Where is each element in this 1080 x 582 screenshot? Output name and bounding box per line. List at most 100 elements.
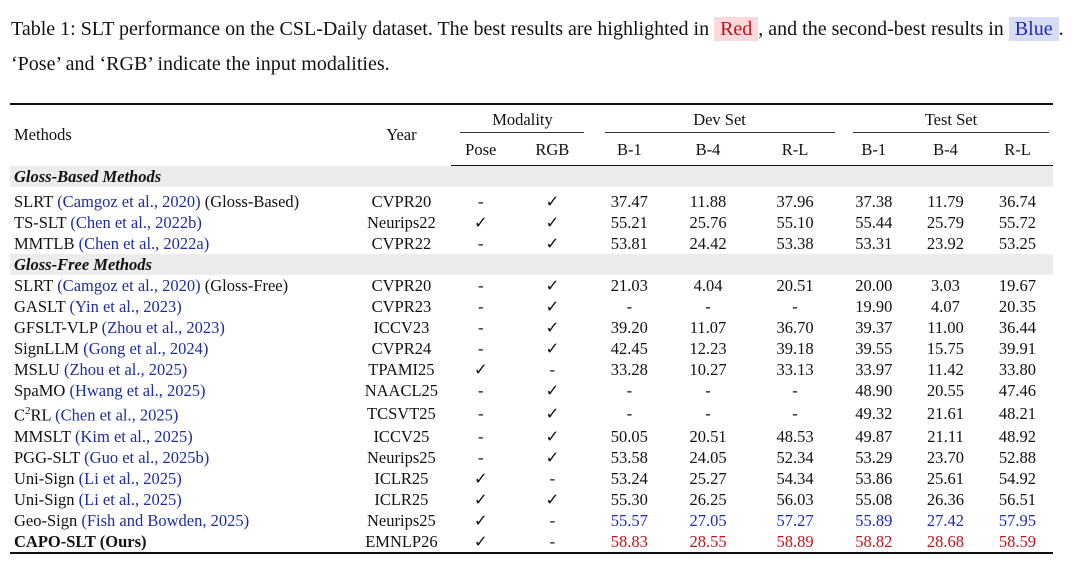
- dev-b4-cell: 24.42: [689, 234, 727, 253]
- citation-link[interactable]: (Guo et al., 2025b): [84, 447, 210, 467]
- test-b4-cell: 23.70: [926, 447, 965, 467]
- test-rl-cell: 36.44: [998, 318, 1037, 337]
- method-name: SLRT: [14, 276, 54, 295]
- method-suffix: (Gloss-Free): [204, 276, 289, 295]
- citation-link[interactable]: (Li et al., 2025): [78, 489, 182, 509]
- citation-link[interactable]: (Camgoz et al., 2020): [57, 192, 201, 211]
- dev-rl-cell: 37.96: [776, 192, 814, 211]
- pose-cell: ✓: [473, 468, 488, 488]
- dev-b1-cell: 53.24: [610, 468, 648, 488]
- test-b1-cell: 49.87: [855, 426, 893, 446]
- method-superscript: 2: [25, 405, 31, 417]
- test-b4-cell: 28.68: [908, 530, 982, 554]
- results-table: Methods Year Modality Dev Set Test Set P…: [10, 103, 1053, 554]
- method-name: GFSLT-VLP: [14, 318, 98, 337]
- section-header: Gloss-Based Methods: [10, 165, 1053, 187]
- test-rl-cell: 47.46: [998, 381, 1037, 400]
- citation-link[interactable]: (Camgoz et al., 2020): [57, 276, 201, 295]
- rgb-cell: -: [549, 510, 556, 530]
- test-b4-cell: 26.36: [926, 489, 965, 509]
- pose-cell: -: [477, 192, 484, 211]
- dev-rl-cell: 52.34: [776, 447, 814, 467]
- test-rl-cell: 39.91: [998, 339, 1037, 358]
- test-b4-cell: 21.11: [927, 426, 964, 446]
- dev-b1-cell: 50.05: [610, 426, 648, 446]
- method-name: MMSLT: [14, 426, 71, 446]
- pose-cell: -: [477, 426, 484, 446]
- table-row: SLRT (Camgoz et al., 2020) (Gloss-Free) C…: [10, 275, 1053, 296]
- citation-link[interactable]: (Fish and Bowden, 2025): [81, 510, 250, 530]
- test-rl-cell: 36.74: [998, 192, 1037, 211]
- dev-rl-cell: 57.27: [776, 510, 814, 530]
- test-b1-cell: 19.90: [855, 297, 893, 316]
- method-cell: GASLT (Yin et al., 2023): [10, 296, 352, 317]
- year-cell: Neurips25: [367, 510, 436, 530]
- table-row: SignLLM (Gong et al., 2024) CVPR24 - ✓ 42.45…: [10, 338, 1053, 359]
- rgb-cell: ✓: [545, 318, 560, 337]
- method-name: SignLLM: [14, 339, 80, 358]
- year-cell: CVPR23: [371, 297, 432, 316]
- header-methods: Methods: [10, 103, 352, 166]
- method-name: Geo-Sign: [14, 510, 78, 530]
- test-b1-cell: 33.97: [855, 360, 893, 379]
- test-b4-cell: 11.00: [927, 318, 964, 337]
- citation-link[interactable]: (Yin et al., 2023): [69, 297, 182, 316]
- caption-blue-highlight: Blue: [1008, 17, 1059, 41]
- dev-b4-cell: -: [705, 297, 711, 316]
- rgb-cell: ✓: [545, 192, 560, 211]
- table-row: MMSLT (Kim et al., 2025) ICCV25 - ✓ 50.05 20.…: [10, 426, 1053, 447]
- test-rl-cell: 52.88: [998, 447, 1037, 467]
- year-cell: ICLR25: [374, 468, 429, 488]
- citation-link[interactable]: (Hwang et al., 2025): [69, 381, 206, 400]
- table-row: GFSLT-VLP (Zhou et al., 2023) ICCV23 - ✓ 39.…: [10, 317, 1053, 338]
- citation-link[interactable]: (Chen et al., 2022b): [70, 213, 202, 232]
- table-row: C2RL (Chen et al., 2025) TCSVT25 - ✓ - - - 49.3…: [10, 401, 1053, 426]
- method-cell: MMTLB (Chen et al., 2022a): [10, 233, 352, 254]
- dev-rl-cell: 33.13: [776, 360, 814, 379]
- pose-cell: -: [477, 318, 484, 337]
- test-b1-cell: 37.38: [855, 192, 893, 211]
- method-name: C: [14, 405, 26, 425]
- header-dev-b4: B-4: [664, 135, 752, 166]
- year-cell: CVPR20: [371, 276, 432, 295]
- method-cell: Geo-Sign (Fish and Bowden, 2025): [10, 510, 352, 531]
- rgb-cell: ✓: [545, 297, 560, 316]
- dev-b4-cell: 28.55: [664, 530, 752, 554]
- citation-link[interactable]: (Zhou et al., 2025): [63, 360, 188, 379]
- table-row: SLRT (Camgoz et al., 2020) (Gloss-Based)…: [10, 187, 1053, 212]
- dev-b4-cell: -: [705, 381, 711, 400]
- method-cell: SLRT (Camgoz et al., 2020) (Gloss-Based): [10, 187, 352, 212]
- method-name: TS-SLT: [14, 213, 67, 232]
- citation-link[interactable]: (Kim et al., 2025): [75, 426, 193, 446]
- dev-b4-cell: -: [705, 403, 711, 423]
- test-b4-cell: 15.75: [926, 339, 965, 358]
- citation-link[interactable]: (Li et al., 2025): [78, 468, 182, 488]
- method-name: MMTLB: [14, 234, 75, 253]
- header-test-set: Test Set: [852, 108, 1049, 133]
- dev-b1-cell: 42.45: [610, 339, 648, 358]
- header-test-rl: R-L: [981, 135, 1053, 166]
- pose-cell: -: [477, 381, 484, 400]
- dev-rl-cell: 55.10: [776, 213, 814, 232]
- dev-rl-cell: 20.51: [776, 276, 814, 295]
- header-test-b4: B-4: [908, 135, 982, 166]
- dev-rl-cell: 48.53: [776, 426, 814, 446]
- citation-link[interactable]: (Gong et al., 2024): [83, 339, 209, 358]
- rgb-cell: ✓: [545, 276, 560, 295]
- dev-b4-cell: 25.27: [689, 468, 727, 488]
- test-b1-cell: 39.55: [855, 339, 893, 358]
- test-rl-cell: 48.92: [998, 426, 1037, 446]
- citation-link[interactable]: (Zhou et al., 2023): [101, 318, 225, 337]
- pose-cell: ✓: [473, 213, 488, 232]
- method-cell: GFSLT-VLP (Zhou et al., 2023): [10, 317, 352, 338]
- dev-b1-cell: 39.20: [610, 318, 648, 337]
- test-rl-cell: 19.67: [998, 276, 1037, 295]
- dev-b1-cell: 53.81: [610, 234, 648, 253]
- dev-b1-cell: 55.30: [610, 489, 648, 509]
- method-name: GASLT: [14, 297, 66, 316]
- citation-link[interactable]: (Chen et al., 2022a): [78, 234, 210, 253]
- test-b4-cell: 4.07: [931, 297, 960, 316]
- rgb-cell: ✓: [545, 426, 560, 446]
- citation-link[interactable]: (Chen et al., 2025): [55, 405, 179, 425]
- table-row: TS-SLT (Chen et al., 2022b) Neurips22 ✓ ✓ 55…: [10, 212, 1053, 233]
